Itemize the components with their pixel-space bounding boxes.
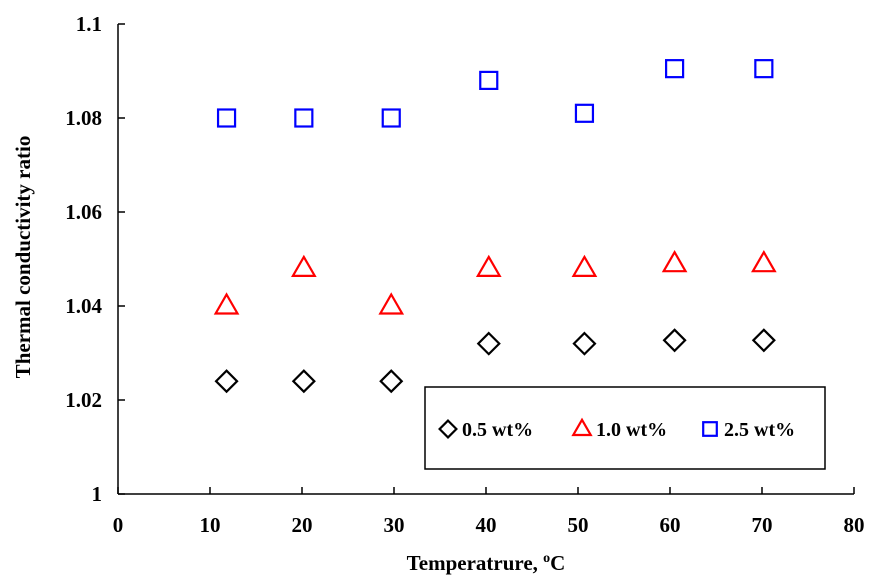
- legend-items: 0.5 wt% 1.0 wt% 2.5 wt%: [438, 417, 795, 441]
- data-point-series-3: [479, 70, 499, 91]
- data-point-series-3: [574, 103, 595, 123]
- data-point-series-1: [379, 369, 404, 394]
- x-tick-label: 20: [292, 513, 313, 537]
- x-axis-title-text: Temperatrure,: [407, 551, 543, 575]
- x-tick-label: 40: [476, 513, 497, 537]
- x-axis-ticks: 0 10 20 30 40 50 60 70 80: [113, 487, 865, 537]
- data-point-series-1: [476, 331, 501, 356]
- legend-marker-series-2: [571, 417, 593, 437]
- data-point-series-2: [751, 249, 777, 273]
- y-axis-title: Thermal conductivity ratio: [11, 136, 35, 379]
- x-tick-label: 0: [113, 513, 124, 537]
- y-tick-label: 1.06: [65, 200, 102, 224]
- data-point-series-3: [294, 108, 314, 128]
- data-point-series-1: [291, 369, 316, 394]
- data-point-series-3: [381, 108, 401, 128]
- data-point-series-1: [751, 328, 776, 353]
- y-tick-label: 1.02: [65, 388, 102, 412]
- data-point-series-1: [662, 328, 687, 353]
- data-point-series-2: [213, 292, 240, 315]
- legend-box: [424, 386, 826, 470]
- data-point-series-3: [754, 59, 774, 79]
- x-axis-title: Temperatrure, oC: [407, 551, 566, 575]
- data-point-series-2: [661, 249, 688, 273]
- data-point-series-1: [214, 369, 239, 394]
- x-tick-label: 70: [752, 513, 773, 537]
- x-tick-label: 10: [200, 513, 221, 537]
- y-tick-label: 1.1: [76, 12, 102, 36]
- x-axis-title-unit: C: [550, 551, 565, 575]
- data-point-series-2: [291, 254, 317, 277]
- data-points: [213, 59, 777, 394]
- x-tick-label: 50: [568, 513, 589, 537]
- y-axis-ticks: 1 1.02 1.04 1.06 1.08 1.1: [65, 12, 125, 506]
- legend-label-series-1: 0.5 wt%: [462, 419, 533, 441]
- legend-label-series-2: 1.0 wt%: [596, 419, 667, 441]
- x-tick-label: 30: [384, 513, 405, 537]
- data-point-series-3: [216, 108, 237, 128]
- y-tick-label: 1.04: [65, 294, 102, 318]
- legend: 0.5 wt% 1.0 wt% 2.5 wt%: [424, 386, 826, 470]
- x-tick-label: 80: [844, 513, 865, 537]
- data-point-series-1: [572, 331, 597, 356]
- x-axis-title-superscript: o: [543, 551, 550, 566]
- legend-marker-series-3: [702, 421, 718, 437]
- y-tick-label: 1: [92, 482, 103, 506]
- legend-marker-series-1: [438, 419, 458, 439]
- data-point-series-3: [664, 59, 685, 79]
- legend-label-series-3: 2.5 wt%: [724, 419, 795, 441]
- y-tick-label: 1.08: [65, 106, 102, 130]
- data-point-series-2: [571, 254, 598, 277]
- x-tick-label: 60: [660, 513, 681, 537]
- data-point-series-2: [378, 292, 405, 315]
- data-point-series-2: [475, 254, 502, 277]
